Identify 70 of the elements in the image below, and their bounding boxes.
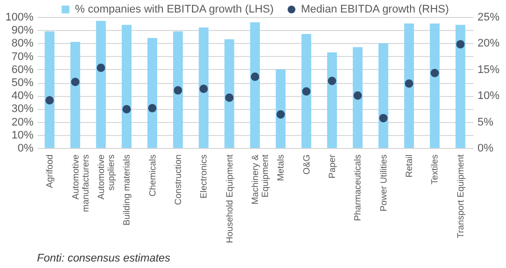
point	[199, 84, 208, 93]
y2-tick-label: 20%	[478, 38, 500, 50]
x-tick-label: Agrifood	[44, 154, 55, 188]
point	[174, 86, 182, 95]
bar	[173, 31, 183, 148]
x-tick-label: Electronics	[198, 154, 209, 199]
point	[354, 91, 362, 100]
point	[456, 40, 465, 48]
point	[404, 79, 414, 88]
point	[379, 114, 388, 122]
x-tick-label: Automotive manufacturers	[70, 154, 90, 212]
y2-tick-label: 5%	[478, 116, 494, 128]
bar	[456, 24, 466, 148]
bar	[250, 22, 260, 148]
x-tick-label: Textiles	[430, 154, 440, 185]
y-tick-label: 0%	[18, 142, 34, 154]
y2-tick-label: 10%	[478, 90, 500, 102]
point	[328, 76, 336, 86]
y-tick-label: 10%	[11, 129, 34, 142]
bar	[276, 69, 286, 148]
x-tick-label: Building materials	[122, 154, 132, 226]
y2-tick-label: 15%	[478, 64, 500, 76]
x-tick-label: Pharmaceuticals	[352, 154, 363, 222]
y-tick-label: 100%	[5, 12, 34, 24]
point	[302, 87, 311, 96]
y-tick-label: 30%	[11, 103, 34, 116]
bar	[224, 39, 234, 148]
y2-tick-label: 0%	[478, 142, 494, 154]
y-tick-label: 40%	[11, 90, 34, 102]
point	[45, 96, 54, 104]
x-tick-label: Power Utilities	[378, 154, 388, 212]
point	[148, 104, 156, 112]
point	[122, 105, 131, 114]
legend-label: Median EBITDA growth (RHS)	[301, 4, 449, 16]
x-tick-label: Household Equipment	[224, 154, 234, 244]
x-tick-label: Paper	[327, 154, 338, 179]
bar	[352, 47, 363, 148]
point	[71, 78, 80, 86]
bar	[44, 31, 54, 148]
legend-label: % companies with EBITDA growth (LHS)	[75, 4, 274, 16]
bar	[404, 24, 414, 148]
y2-tick-label: 25%	[478, 12, 500, 24]
bar	[430, 24, 440, 148]
x-tick-label: Machinery & Equipment	[250, 154, 270, 205]
y-tick-label: 70%	[11, 50, 34, 63]
point	[430, 68, 439, 78]
x-tick-label: Retail	[404, 154, 414, 178]
y-tick-label: 20%	[11, 116, 34, 128]
x-tick-label: Chemicals	[147, 154, 158, 197]
point	[276, 110, 285, 119]
bar	[327, 52, 337, 148]
bar	[301, 34, 312, 148]
x-tick-label: Metals	[276, 154, 286, 182]
bar	[378, 43, 388, 148]
y-tick-label: 80%	[11, 38, 34, 50]
bar	[96, 20, 106, 148]
y-tick-label: 90%	[11, 24, 34, 37]
bar	[122, 24, 132, 148]
bar	[198, 27, 209, 148]
bar	[147, 38, 158, 148]
y-tick-label: 60%	[11, 64, 34, 76]
bar	[70, 42, 80, 148]
x-tick-label: O&G	[301, 154, 312, 175]
x-tick-label: Transport Equipment	[455, 154, 466, 238]
point	[225, 94, 234, 102]
point	[250, 72, 260, 81]
y-tick-label: 50%	[11, 77, 34, 89]
x-tick-label: Construction	[172, 154, 183, 206]
point	[96, 64, 106, 72]
text: Fonti: consensus estimates	[37, 252, 171, 265]
